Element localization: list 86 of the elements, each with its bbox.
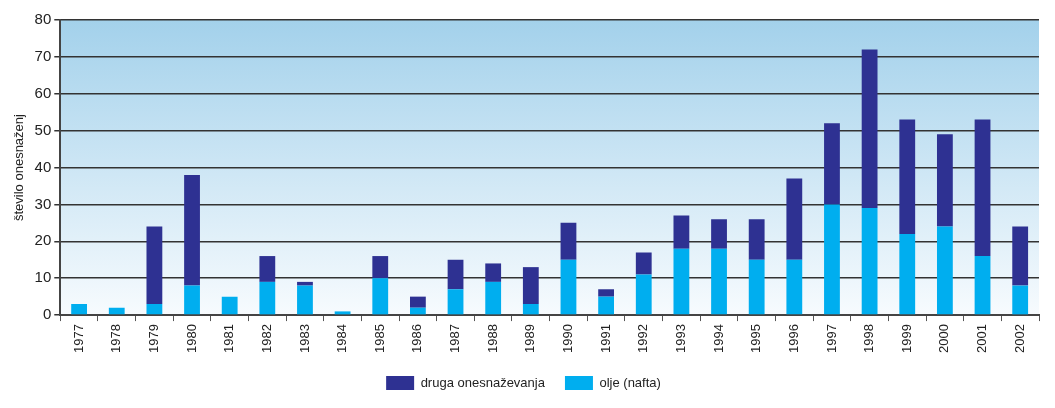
bar (748, 259, 765, 315)
bar (899, 119, 916, 234)
y-tick-label: 20 (34, 231, 52, 249)
bar (409, 307, 426, 315)
bar (447, 259, 464, 290)
bar (146, 304, 163, 315)
bar (560, 222, 577, 260)
bar (221, 296, 238, 315)
x-tick-label: 1989 (522, 324, 538, 353)
x-tick-label: 1983 (296, 324, 312, 353)
bar (372, 256, 389, 279)
bar (748, 219, 765, 260)
legend-label: olje (nafta) (599, 374, 661, 390)
y-tick-label: 70 (34, 47, 52, 65)
legend-label: druga onesnaževanja (420, 374, 546, 390)
y-tick-label: 30 (34, 194, 52, 212)
bar (974, 119, 991, 257)
bar (861, 208, 878, 315)
x-tick-label: 1996 (785, 324, 801, 353)
bar (447, 289, 464, 315)
x-tick-label: 1991 (597, 324, 613, 353)
x-tick-label: 1981 (221, 324, 237, 353)
x-tick-label: 2002 (1011, 324, 1027, 353)
bar (522, 267, 539, 305)
x-tick-label: 2000 (936, 324, 952, 353)
x-tick-label: 1995 (748, 324, 764, 353)
bar (673, 248, 690, 315)
x-tick-label: 1988 (484, 324, 500, 353)
bar (485, 263, 502, 282)
x-tick-label: 1994 (710, 324, 726, 353)
bar (297, 285, 313, 315)
bar (711, 219, 727, 249)
bar (1012, 285, 1029, 315)
x-tick-label: 1997 (823, 324, 839, 353)
x-tick-label: 1978 (108, 324, 124, 353)
x-tick-label: 1987 (447, 324, 463, 353)
x-tick-label: 1998 (861, 324, 877, 353)
x-tick-label: 1980 (183, 324, 199, 353)
bar (297, 281, 313, 286)
x-tick-label: 1977 (70, 324, 86, 353)
bar (936, 134, 953, 227)
x-tick-label: 1979 (145, 324, 161, 353)
bar (936, 226, 953, 315)
bar (146, 226, 163, 305)
bar (786, 178, 803, 260)
x-tick-label: 1992 (635, 324, 651, 353)
y-tick-label: 80 (34, 10, 52, 28)
bar (560, 259, 577, 315)
bar (108, 307, 125, 315)
bar (598, 289, 615, 297)
x-tick-label: 2001 (974, 324, 990, 353)
bar (598, 296, 615, 315)
y-axis-title: število onesnaženj (11, 113, 27, 222)
y-tick-label: 10 (34, 268, 52, 286)
bar (824, 123, 840, 205)
bar (409, 296, 426, 308)
y-tick-label: 0 (42, 305, 52, 323)
x-tick-label: 1985 (371, 324, 387, 353)
x-tick-label: 1999 (898, 324, 914, 353)
bar (522, 304, 539, 315)
bar (635, 252, 652, 275)
bar (711, 248, 727, 315)
bar (71, 304, 88, 315)
x-tick-label: 1990 (560, 324, 576, 353)
bar (259, 281, 276, 315)
bar (786, 259, 803, 315)
bar (861, 49, 878, 209)
bar (673, 215, 690, 249)
y-tick-label: 50 (34, 120, 52, 138)
bar (184, 285, 200, 315)
x-tick-label: 1982 (258, 324, 274, 353)
y-tick-label: 60 (34, 83, 52, 101)
bar (899, 233, 916, 315)
bar (824, 204, 840, 315)
y-tick-label: 40 (34, 157, 52, 175)
bar (635, 274, 652, 315)
bar (974, 256, 991, 315)
bar (1012, 226, 1029, 286)
x-tick-label: 1984 (334, 324, 350, 353)
bar (334, 311, 351, 315)
bar (485, 281, 502, 315)
x-tick-label: 1993 (672, 324, 688, 353)
bar (259, 256, 276, 282)
x-tick-label: 1986 (409, 324, 425, 353)
bar (184, 174, 200, 286)
bar (372, 278, 389, 315)
